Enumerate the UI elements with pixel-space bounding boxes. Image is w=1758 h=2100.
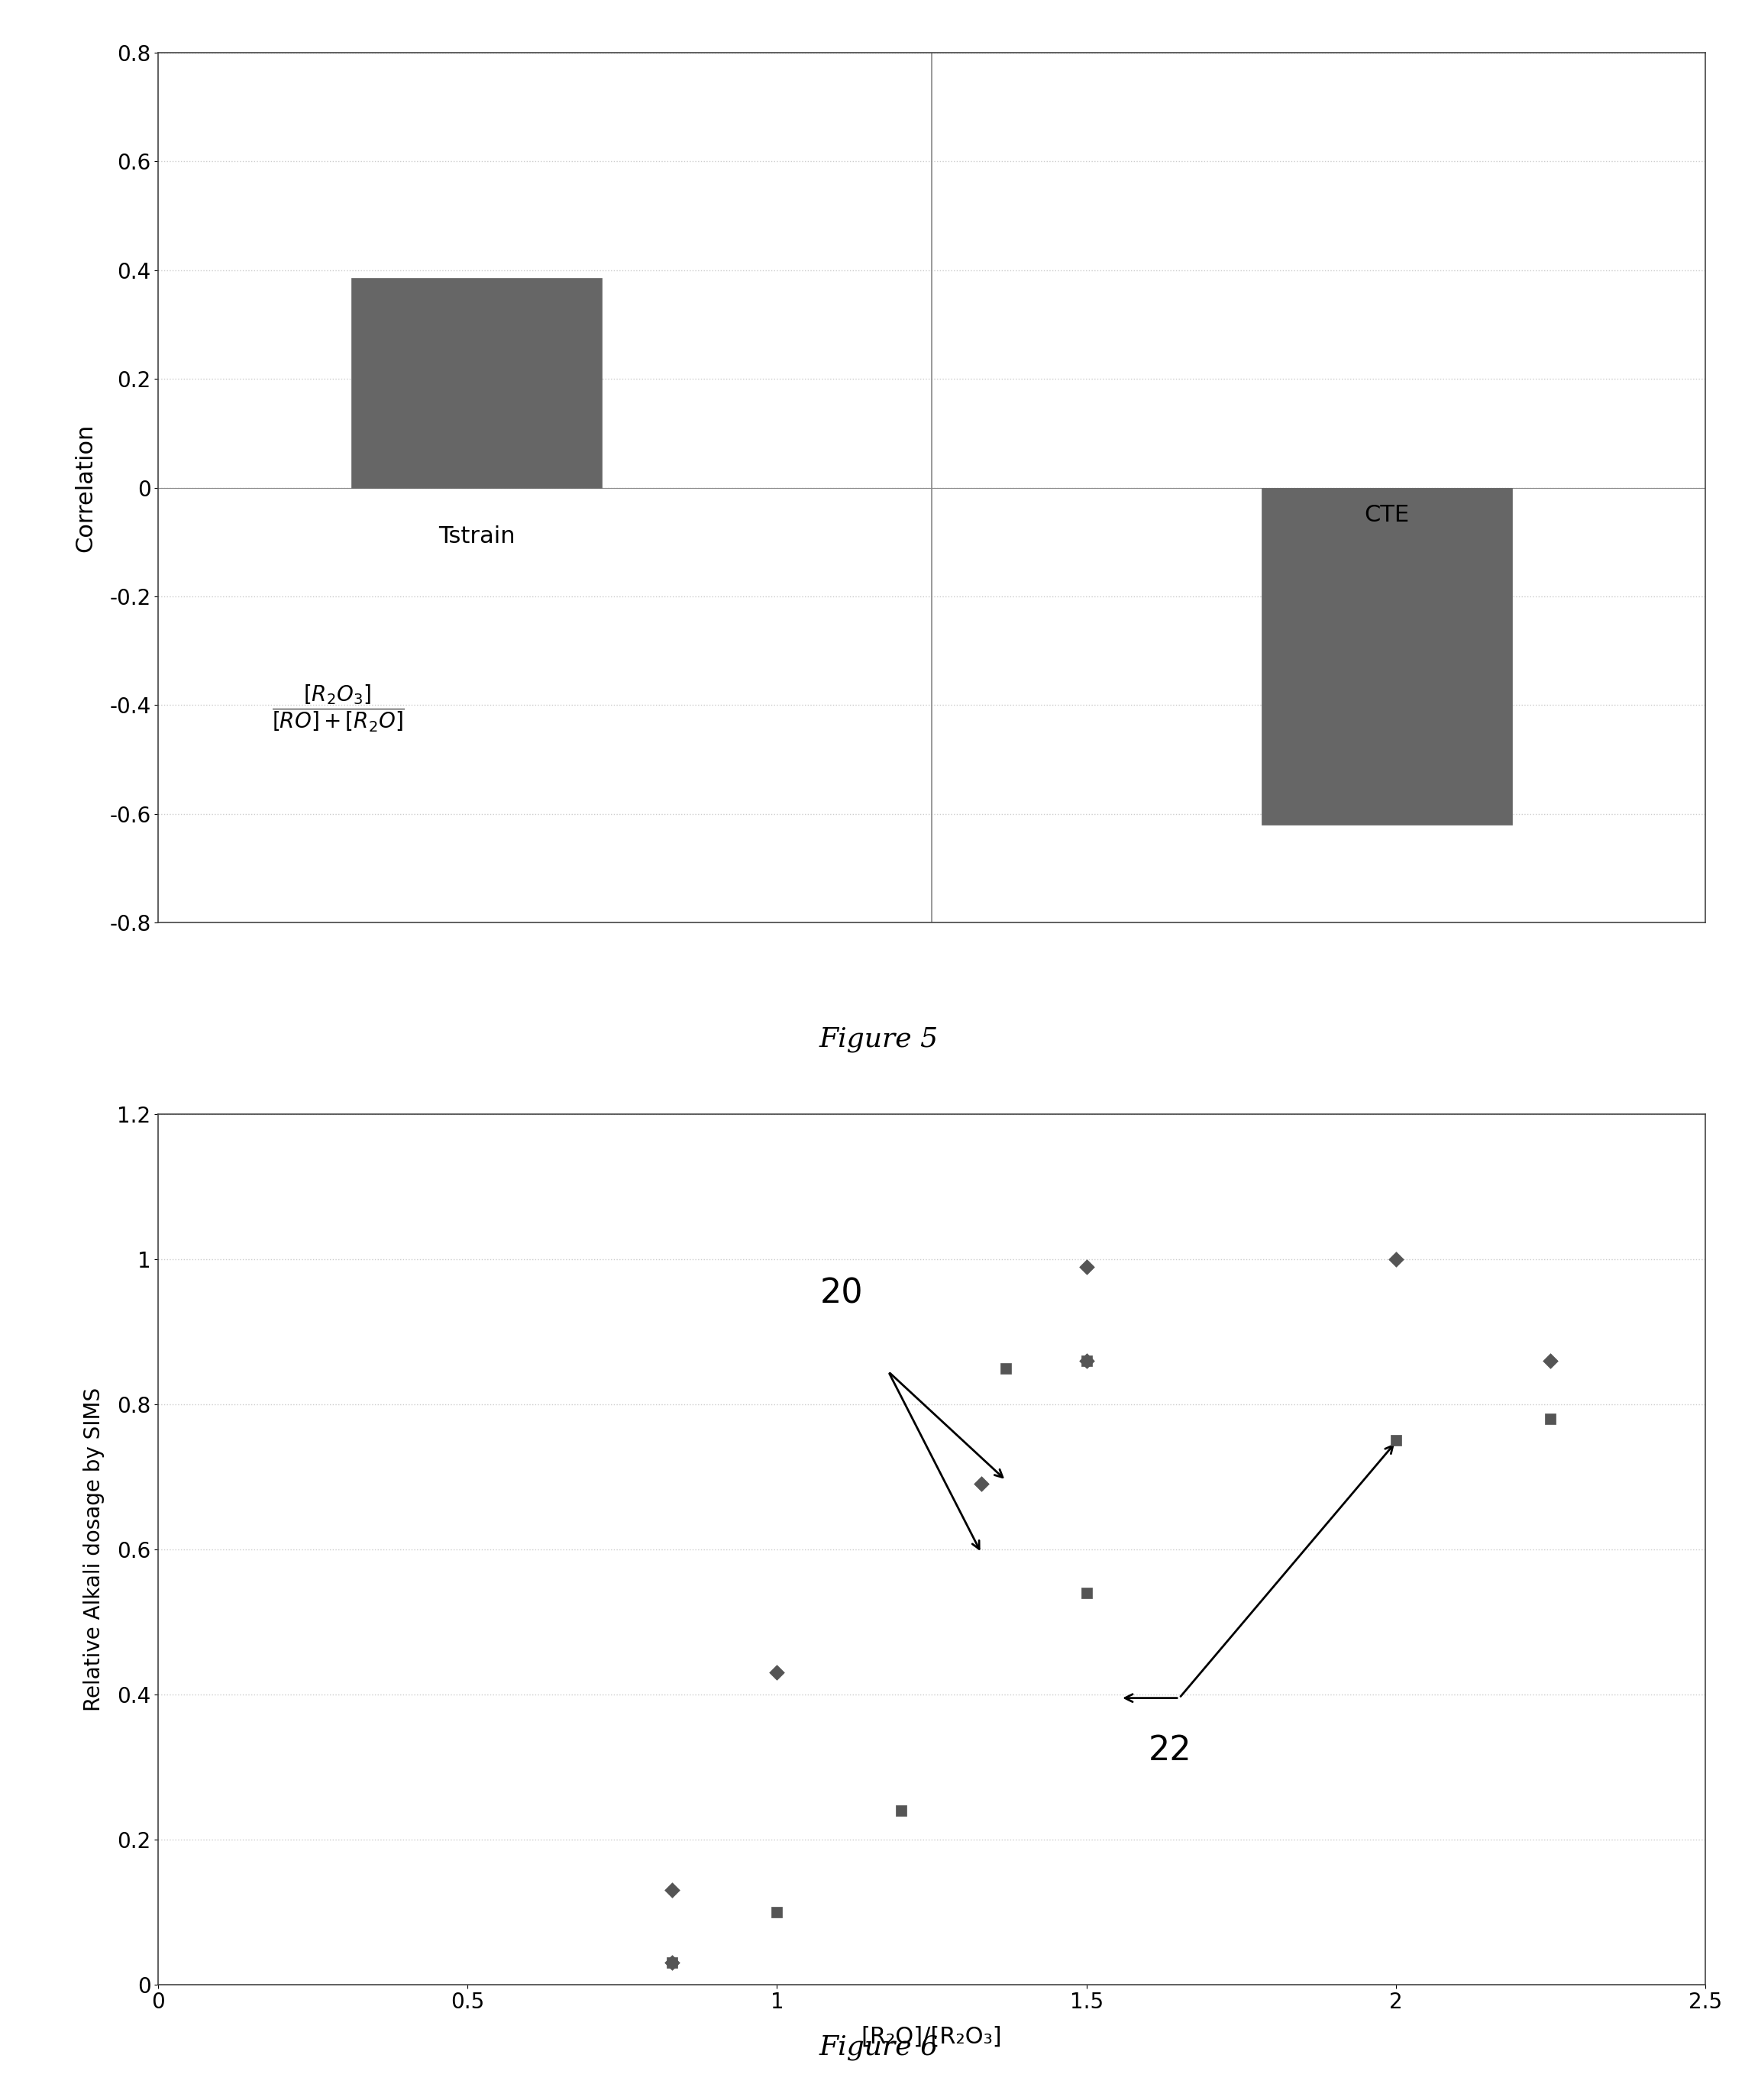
Point	[1536, 1403, 1565, 1436]
Point	[1382, 1424, 1410, 1457]
Point	[1072, 1344, 1101, 1378]
Point	[763, 1894, 791, 1928]
Text: Tstrain: Tstrain	[438, 525, 515, 548]
Point	[657, 1947, 686, 1980]
Text: Figure 5: Figure 5	[819, 1027, 939, 1052]
Y-axis label: Correlation: Correlation	[74, 424, 97, 552]
X-axis label: [R₂O]/[R₂O₃]: [R₂O]/[R₂O₃]	[861, 2026, 1002, 2048]
Point	[657, 1947, 686, 1980]
Point	[1072, 1577, 1101, 1611]
Point	[1382, 1243, 1410, 1277]
Text: 22: 22	[1148, 1735, 1192, 1766]
Point	[992, 1350, 1020, 1384]
Point	[657, 1873, 686, 1907]
Point	[1072, 1344, 1101, 1378]
Y-axis label: Relative Alkali dosage by SIMS: Relative Alkali dosage by SIMS	[83, 1388, 104, 1712]
Point	[763, 1657, 791, 1690]
Point	[1536, 1344, 1565, 1378]
Point	[967, 1468, 995, 1502]
Text: $\dfrac{[R_2O_3]}{[RO]+[R_2O]}$: $\dfrac{[R_2O_3]}{[RO]+[R_2O]}$	[272, 682, 404, 735]
Point	[1072, 1250, 1101, 1283]
Text: 20: 20	[821, 1277, 863, 1310]
Bar	[1262, 487, 1512, 825]
Point	[886, 1793, 914, 1827]
Bar	[352, 277, 601, 487]
Text: CTE: CTE	[1364, 504, 1410, 527]
Text: Figure 6: Figure 6	[819, 2035, 939, 2060]
